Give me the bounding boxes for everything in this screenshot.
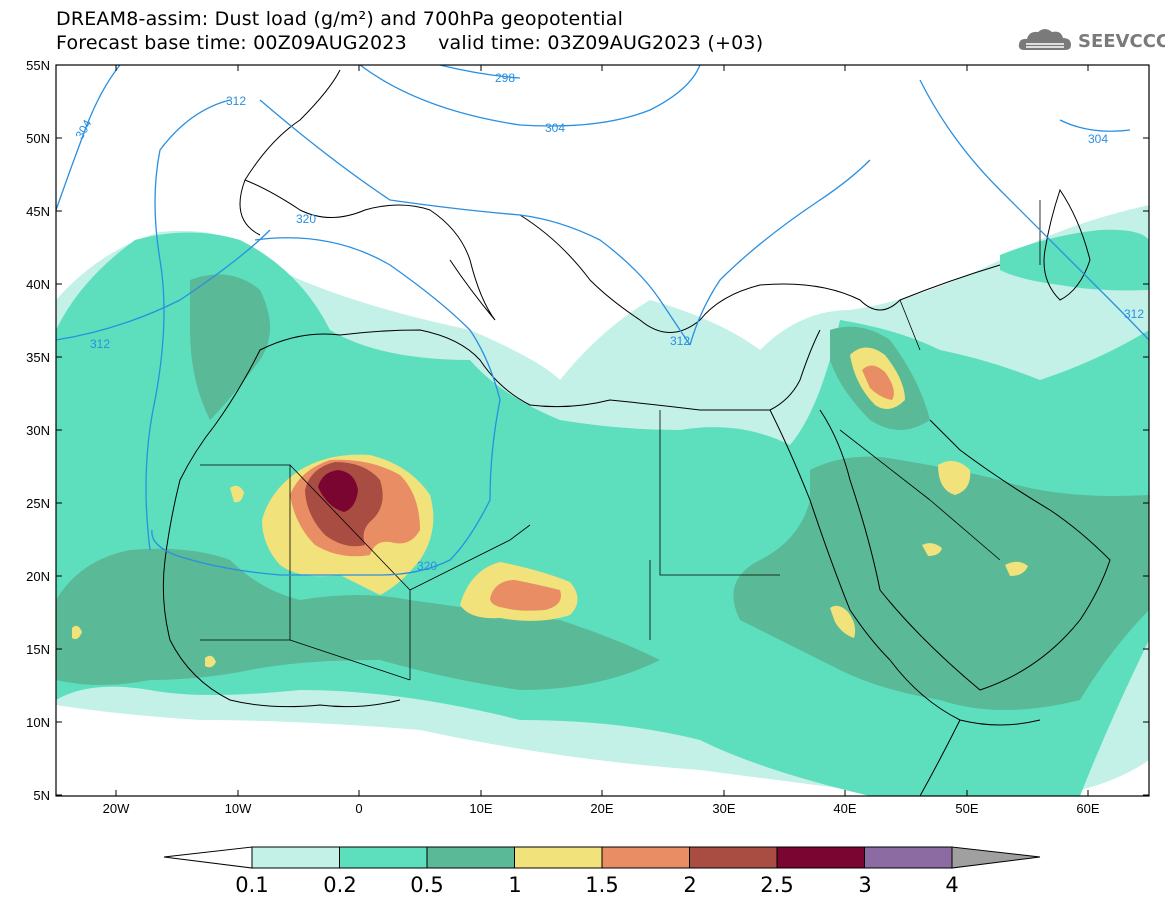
dust-contour-1-gulf bbox=[938, 461, 971, 495]
isoline-label: 304 bbox=[545, 121, 565, 135]
isoline-304-west bbox=[56, 65, 121, 211]
lat-label: 35N bbox=[26, 350, 50, 365]
isoline-298 bbox=[439, 65, 521, 79]
seevccc-logo: SEEVCCC bbox=[1018, 26, 1165, 56]
lat-label: 25N bbox=[26, 496, 50, 511]
coastlines-borders bbox=[162, 69, 1111, 796]
colorbar-swatch bbox=[251, 846, 340, 869]
dust-contour-0.5-east bbox=[733, 456, 1149, 710]
lon-label: 10E bbox=[469, 801, 492, 816]
colorbar-swatch bbox=[426, 846, 515, 869]
colorbar-label: 2 bbox=[683, 873, 696, 897]
lon-label: 30E bbox=[712, 801, 735, 816]
logo-text: SEEVCCC bbox=[1078, 30, 1165, 52]
axis-ticks bbox=[56, 64, 1149, 796]
lat-label: 10N bbox=[26, 715, 50, 730]
lat-label: 15N bbox=[26, 642, 50, 657]
colorbar-swatch bbox=[776, 846, 865, 869]
lon-label: 20W bbox=[103, 801, 130, 816]
isoline-312-east bbox=[689, 79, 1149, 346]
dust-load-fill bbox=[56, 205, 1149, 796]
map-title: DREAM8-assim: Dust load (g/m²) and 700hP… bbox=[56, 8, 624, 30]
colorbar-label: 4 bbox=[945, 873, 958, 897]
isoline-labels: 298 304 312 304 320 312 312 304 320 312 bbox=[72, 71, 1144, 573]
lat-label: 20N bbox=[26, 569, 50, 584]
dust-contour-1-senegal bbox=[72, 625, 82, 640]
geopotential-isolines bbox=[56, 65, 1149, 576]
lon-label: 60E bbox=[1076, 801, 1099, 816]
colorbar-swatch bbox=[514, 846, 603, 869]
dust-contour-1.5-chad bbox=[490, 580, 561, 611]
lon-label: 50E bbox=[955, 801, 978, 816]
latitude-labels: 55N 50N 45N 40N 35N 30N 25N 20N 15N 10N … bbox=[26, 58, 50, 803]
coastline-north-africa bbox=[214, 329, 821, 426]
isoline-304-east bbox=[1059, 119, 1131, 132]
isoline-320 bbox=[151, 237, 501, 576]
colorbar-label: 1 bbox=[508, 873, 521, 897]
cloud-icon bbox=[1018, 29, 1071, 50]
dust-contour-1-mali bbox=[205, 655, 216, 668]
colorbar-over-triangle bbox=[951, 846, 1041, 869]
isoline-label: 312 bbox=[670, 334, 690, 348]
lat-label: 30N bbox=[26, 423, 50, 438]
dust-contour-0.5-west bbox=[56, 548, 660, 690]
colorbar-label: 0.5 bbox=[410, 873, 443, 897]
lat-label: 50N bbox=[26, 131, 50, 146]
lat-label: 55N bbox=[26, 58, 50, 73]
isoline-label: 320 bbox=[296, 212, 316, 226]
colorbar-label: 1.5 bbox=[585, 873, 618, 897]
isoline-312-mid bbox=[259, 99, 691, 346]
colorbar-label: 0.1 bbox=[235, 873, 268, 897]
colorbar: 0.1 0.2 0.5 1 1.5 2 2.5 3 4 bbox=[163, 846, 1041, 897]
lon-label: 0 bbox=[355, 801, 362, 816]
colorbar-label: 3 bbox=[858, 873, 871, 897]
colorbar-under-triangle bbox=[163, 846, 253, 869]
coastline-arabia bbox=[879, 419, 1111, 691]
isoline-312-north bbox=[145, 99, 231, 551]
isoline-label: 312 bbox=[226, 94, 246, 108]
isoline-304-north bbox=[359, 65, 701, 127]
colorbar-swatch bbox=[864, 846, 953, 869]
dust-contour-1-mauritania bbox=[230, 485, 244, 503]
longitude-labels: 20W 10W 0 10E 20E 30E 40E 50E 60E bbox=[103, 801, 1100, 816]
isoline-label: 312 bbox=[90, 337, 110, 351]
map-area: 298 304 312 304 320 312 312 304 320 312 bbox=[56, 65, 1149, 796]
forecast-time-line: Forecast base time: 00Z09AUG2023 valid t… bbox=[56, 32, 764, 54]
lon-label: 40E bbox=[833, 801, 856, 816]
colorbar-labels: 0.1 0.2 0.5 1 1.5 2 2.5 3 4 bbox=[235, 873, 958, 897]
dust-contour-1-arabia bbox=[922, 543, 942, 556]
colorbar-label: 0.2 bbox=[323, 873, 356, 897]
dust-contour-1-oman bbox=[1005, 561, 1028, 576]
lat-label: 40N bbox=[26, 277, 50, 292]
dust-contour-1-eritrea bbox=[830, 605, 856, 638]
caspian-sea bbox=[1043, 188, 1091, 301]
lat-label: 45N bbox=[26, 204, 50, 219]
isoline-312-west bbox=[56, 229, 271, 341]
lon-label: 10W bbox=[225, 801, 252, 816]
coastline-west-africa bbox=[162, 424, 401, 708]
coastline-horn-africa bbox=[889, 659, 1041, 796]
isoline-label: 312 bbox=[1124, 307, 1144, 321]
isoline-label: 298 bbox=[495, 71, 515, 85]
coastline-red-sea bbox=[769, 409, 891, 661]
lat-label: 5N bbox=[33, 788, 50, 803]
dust-contour-0.2-caucasus bbox=[1000, 229, 1149, 291]
colorbar-swatch bbox=[689, 846, 778, 869]
lon-label: 20E bbox=[590, 801, 613, 816]
colorbar-label: 2.5 bbox=[760, 873, 793, 897]
colorbar-swatch bbox=[601, 846, 690, 869]
isoline-label: 304 bbox=[1088, 132, 1108, 146]
dust-contour-2.5-sahara bbox=[318, 470, 358, 512]
isoline-label: 320 bbox=[417, 559, 437, 573]
dust-contour-1.5-iraq bbox=[862, 365, 894, 400]
dust-contour-0.5-northwest bbox=[190, 274, 270, 420]
border-lines bbox=[200, 200, 1041, 681]
colorbar-swatch bbox=[339, 846, 428, 869]
